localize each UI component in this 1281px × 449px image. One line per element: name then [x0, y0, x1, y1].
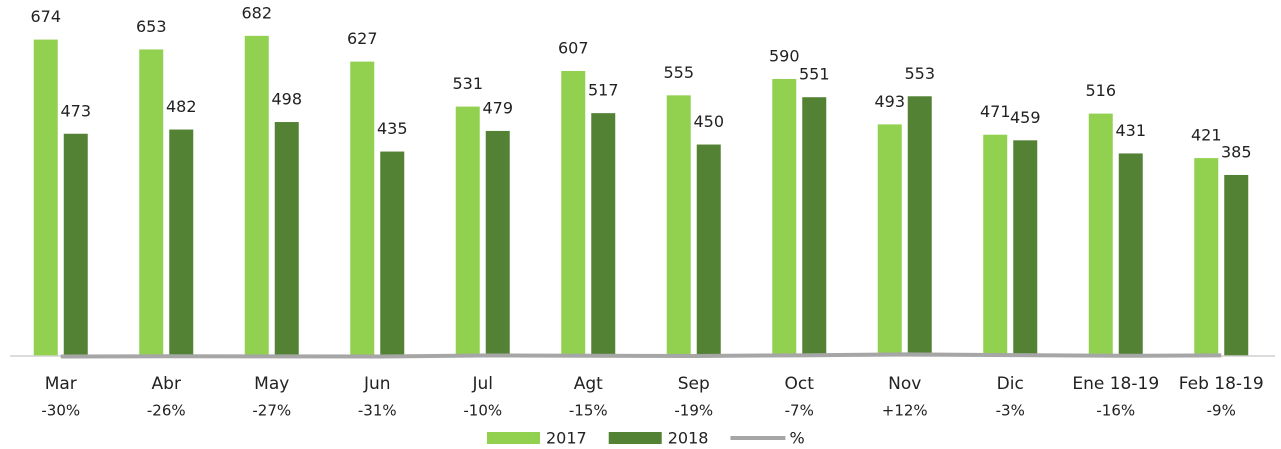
value-label: 450 — [693, 112, 724, 131]
bar — [244, 35, 269, 356]
bar — [1088, 113, 1113, 356]
percent-label: -7% — [785, 402, 814, 420]
value-label: 531 — [452, 74, 483, 93]
value-label: 385 — [1221, 142, 1252, 161]
bar — [802, 97, 827, 356]
x-tick-label: Sep — [678, 374, 710, 394]
bar — [1194, 158, 1219, 356]
legend-swatch — [608, 432, 662, 444]
percent-label: -3% — [996, 402, 1025, 420]
value-label: 555 — [663, 63, 694, 82]
percent-label: -31% — [358, 402, 397, 420]
value-label: 517 — [588, 81, 619, 100]
legend-label: % — [789, 429, 804, 448]
value-label: 479 — [482, 98, 513, 117]
value-label: 435 — [377, 119, 408, 138]
bar — [591, 113, 616, 356]
bar — [666, 95, 691, 356]
value-label: 473 — [60, 101, 91, 120]
percent-label: +12% — [882, 402, 928, 420]
percent-label: -10% — [463, 402, 502, 420]
value-label: 459 — [1010, 108, 1041, 127]
value-label: 590 — [769, 46, 800, 65]
percent-label: -15% — [569, 402, 608, 420]
bar — [455, 106, 480, 356]
value-label: 682 — [241, 3, 272, 22]
value-label: 471 — [980, 102, 1011, 121]
bar — [877, 124, 902, 356]
bar — [772, 78, 797, 356]
legend-label: 2017 — [546, 429, 587, 448]
value-label: 551 — [799, 65, 830, 84]
bar — [139, 49, 164, 356]
value-label: 516 — [1085, 81, 1116, 100]
percent-label: -26% — [147, 402, 186, 420]
x-tick-label: May — [254, 374, 289, 394]
value-label: 421 — [1191, 126, 1222, 145]
bar — [1224, 174, 1249, 356]
line — [60, 352, 1222, 359]
bar — [380, 151, 405, 356]
bar — [1013, 140, 1038, 356]
x-tick-label: Mar — [45, 374, 77, 394]
x-tick-label: Jul — [471, 374, 493, 394]
value-label: 674 — [30, 7, 61, 26]
percent-label: -9% — [1207, 402, 1236, 420]
bar — [983, 134, 1008, 356]
x-tick-label: Ene 18-19 — [1072, 374, 1159, 394]
x-tick-label: Oct — [785, 374, 815, 394]
value-label: 653 — [136, 17, 167, 36]
percent-label: -27% — [252, 402, 291, 420]
bar — [274, 122, 299, 356]
x-tick-label: Agt — [574, 374, 603, 394]
value-label: 553 — [904, 64, 935, 83]
legend-swatch — [487, 432, 540, 444]
bar — [485, 130, 510, 356]
x-tick-label: Feb 18-19 — [1179, 374, 1264, 394]
value-label: 482 — [166, 97, 197, 116]
value-label: 493 — [874, 92, 905, 111]
legend-label: 2018 — [668, 429, 709, 448]
percent-label: -30% — [41, 402, 80, 420]
x-tick-label: Abr — [152, 374, 181, 394]
x-tick-label: Nov — [888, 374, 921, 394]
value-label: 431 — [1115, 121, 1146, 140]
bar — [33, 39, 58, 356]
value-label: 627 — [347, 29, 378, 48]
value-label: 607 — [558, 38, 589, 57]
bar — [350, 61, 375, 356]
bar — [696, 144, 721, 356]
bar — [63, 133, 88, 356]
x-tick-label: Jun — [363, 374, 391, 394]
bar — [169, 129, 194, 356]
percent-label: -16% — [1096, 402, 1135, 420]
x-tick-label: Dic — [997, 374, 1024, 394]
bar — [1118, 153, 1143, 356]
percent-label: -19% — [674, 402, 713, 420]
bar — [561, 70, 586, 356]
value-label: 498 — [271, 90, 302, 109]
bar — [907, 96, 932, 356]
